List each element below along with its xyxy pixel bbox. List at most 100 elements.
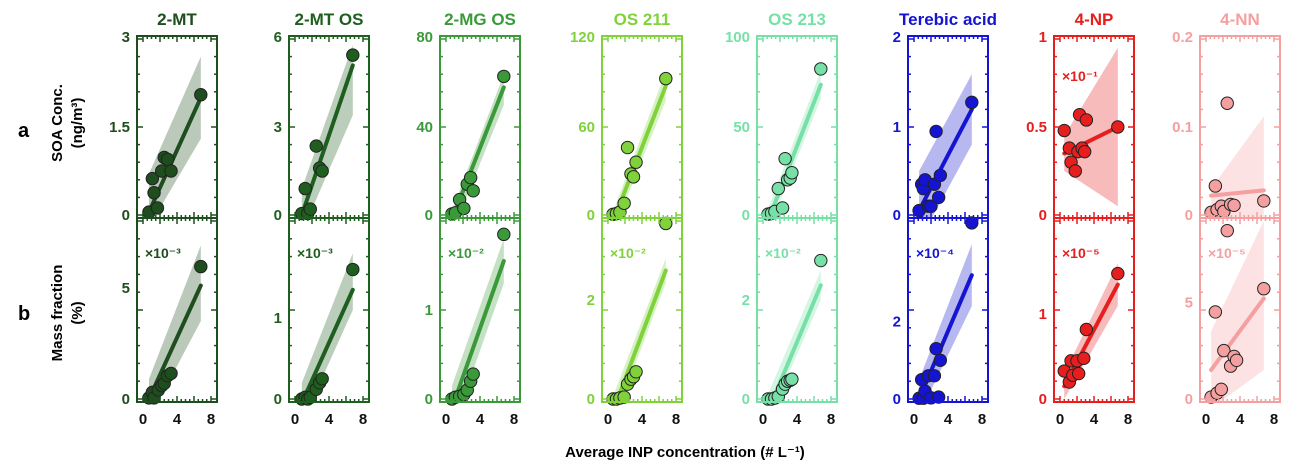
x-tick-label: 0 xyxy=(1202,411,1210,428)
confidence-band xyxy=(919,244,972,402)
y-tick-label: 2 xyxy=(893,314,901,331)
x-tick-label: 4 xyxy=(1090,411,1099,428)
data-point xyxy=(463,170,478,185)
fit-line xyxy=(1209,188,1266,198)
y-tick-label: 1 xyxy=(274,310,282,327)
data-point xyxy=(629,365,643,379)
fit-line xyxy=(917,107,974,213)
data-point xyxy=(1079,322,1094,337)
y-tick-label: 0 xyxy=(587,207,595,224)
multiplier-label: ×10⁻³ xyxy=(297,245,333,261)
panel-title: 2-MT OS xyxy=(295,10,364,29)
data-point xyxy=(1057,123,1071,138)
chart-panel-row-b-6: 0 1 0 4 8 ×10⁻⁵ xyxy=(1039,217,1135,428)
y-tick-label: 3 xyxy=(274,119,282,136)
chart-panel-2-mt: 0 1.5 3 2-MT xyxy=(109,10,218,224)
y-tick-label: 0 xyxy=(274,207,282,224)
data-point xyxy=(466,184,480,198)
x-tick-label: 8 xyxy=(1270,411,1278,428)
data-point xyxy=(309,139,323,153)
panel-title: Terebic acid xyxy=(899,10,997,29)
data-point xyxy=(150,201,165,215)
y-tick-label: 5 xyxy=(122,280,130,297)
x-tick-label: 4 xyxy=(1236,411,1245,428)
fit-line xyxy=(300,287,355,402)
x-tick-label: 4 xyxy=(173,411,182,428)
chart-panel-row-b-5: 0 2 0 4 8 ×10⁻⁴ xyxy=(893,216,989,428)
chart-panel-row-b-7: 0 5 0 4 8 ×10⁻⁵ xyxy=(1185,217,1281,428)
y-tick-label: 0 xyxy=(1039,207,1047,224)
y-tick-label: 0.2 xyxy=(1172,29,1193,46)
y-tick-label: 2 xyxy=(587,292,595,309)
y-tick-label: 1 xyxy=(1039,306,1047,323)
x-tick-label: 8 xyxy=(672,411,680,428)
data-point xyxy=(1111,120,1125,134)
x-tick-label: 8 xyxy=(978,411,986,428)
y-tick-label: 100 xyxy=(725,29,750,46)
y-tick-label: 6 xyxy=(274,29,282,46)
multiplier-label: ×10⁻² xyxy=(765,245,801,261)
y-tick-label: 0 xyxy=(1185,207,1193,224)
x-tick-label: 8 xyxy=(827,411,835,428)
data-point xyxy=(659,216,673,231)
data-point xyxy=(814,62,828,76)
data-point xyxy=(315,164,329,178)
chart-panel-4-nn: 0 0.1 0.2 4-NN xyxy=(1172,10,1281,224)
data-point xyxy=(933,353,948,368)
data-point xyxy=(1229,353,1244,368)
data-point xyxy=(965,95,979,110)
data-point xyxy=(1077,351,1091,366)
multiplier-label: ×10⁻² xyxy=(610,245,646,261)
panel-title: OS 211 xyxy=(614,10,671,29)
chart-panel-os-211: 0 60 120 OS 211 xyxy=(570,10,683,224)
y-tick-label: 1 xyxy=(893,119,901,136)
y-axis-label-a-line1: SOA Conc. xyxy=(49,84,66,162)
data-point xyxy=(1214,382,1229,397)
data-point xyxy=(346,262,360,277)
multiplier-label: ×10⁻⁴ xyxy=(916,245,954,261)
data-point xyxy=(929,124,943,139)
fit-line xyxy=(1209,296,1266,372)
y-tick-label: 2 xyxy=(742,292,750,309)
data-point xyxy=(617,196,631,210)
panel-title: 2-MG OS xyxy=(444,10,516,29)
chart-panel-row-b-2: 0 1 0 4 8 ×10⁻² xyxy=(425,217,521,428)
x-tick-label: 8 xyxy=(510,411,518,428)
x-tick-label: 4 xyxy=(476,411,485,428)
data-point xyxy=(785,166,799,180)
y-tick-label: 60 xyxy=(578,119,595,136)
fit-line xyxy=(767,82,823,218)
x-tick-label: 0 xyxy=(604,411,612,428)
data-point xyxy=(1217,343,1231,358)
panel-title: OS 213 xyxy=(768,10,826,29)
y-tick-label: 1 xyxy=(1039,29,1047,46)
data-point xyxy=(298,181,312,196)
multiplier-label: ×10⁻³ xyxy=(145,245,181,261)
data-point xyxy=(164,164,178,178)
y-tick-label: 1.5 xyxy=(109,119,130,136)
confidence-band xyxy=(768,270,821,402)
data-point xyxy=(1111,266,1125,281)
chart-panel-2-mg-os: 0 40 80 2-MG OS xyxy=(416,10,521,224)
data-point xyxy=(497,69,511,84)
y-tick-label: 5 xyxy=(1185,294,1193,311)
row-letter-a: a xyxy=(18,120,30,142)
chart-panel-2-mt-os: 0 3 6 2-MT OS xyxy=(274,10,370,224)
data-point xyxy=(346,48,360,62)
data-point xyxy=(1208,305,1223,319)
chart-panel-row-b-1: 0 1 0 4 8 ×10⁻³ xyxy=(274,217,370,428)
y-tick-label: 1 xyxy=(425,302,433,319)
y-tick-label: 0 xyxy=(587,391,595,408)
y-tick-label: 0.1 xyxy=(1172,119,1193,136)
confidence-band xyxy=(148,245,201,402)
x-tick-label: 0 xyxy=(139,411,147,428)
data-point xyxy=(147,186,161,200)
data-point xyxy=(466,367,480,381)
y-tick-label: 0.5 xyxy=(1026,119,1047,136)
y-axis-label-a-line2: (ng/m³) xyxy=(69,98,86,149)
data-point xyxy=(1220,96,1234,110)
data-point xyxy=(164,366,178,381)
